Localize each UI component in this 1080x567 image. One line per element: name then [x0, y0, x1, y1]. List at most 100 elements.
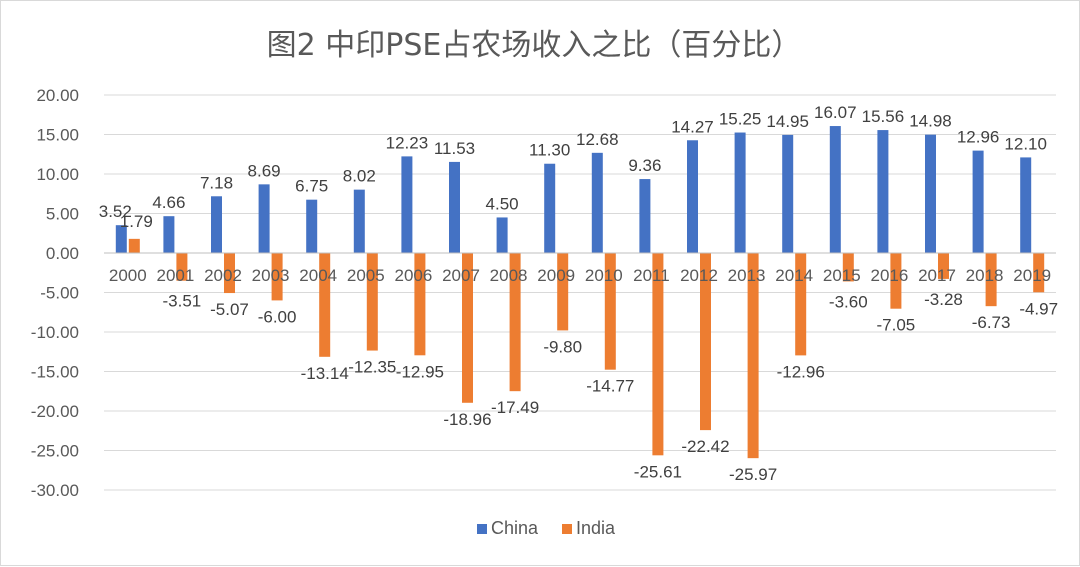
y-tick-label: -20.00 [31, 402, 79, 421]
india-bar-2007 [462, 253, 473, 403]
india-data-label: -3.51 [163, 292, 202, 311]
india-bar-2005 [366, 253, 378, 351]
china-bar-2014 [782, 134, 794, 253]
china-bar-2000 [115, 225, 127, 253]
india-data-label: -25.97 [729, 465, 777, 484]
china-data-label: 3.52 [99, 202, 132, 221]
india-data-label: -13.14 [301, 364, 349, 383]
x-tick-label: 2010 [585, 266, 623, 285]
x-tick-label: 2001 [156, 266, 194, 285]
x-tick-label: 2015 [823, 266, 861, 285]
china-data-label: 12.23 [386, 133, 429, 152]
china-data-label: 4.66 [152, 193, 185, 212]
y-tick-label: 10.00 [36, 165, 79, 184]
x-tick-label: 2013 [728, 266, 766, 285]
china-data-label: 7.18 [200, 173, 233, 192]
y-tick-label: -10.00 [31, 323, 79, 342]
x-tick-label: 2006 [394, 266, 432, 285]
india-data-label: -6.73 [972, 313, 1011, 332]
china-bar-2019 [1020, 157, 1032, 253]
china-bar-2010 [591, 152, 603, 253]
india-data-label: -22.42 [681, 437, 729, 456]
x-axis-ticks: 2000 2001 2002 2003 2004 2005 2006 2007 2008 2009… [109, 266, 1051, 285]
y-tick-label: -25.00 [31, 442, 79, 461]
india-bar-2011 [652, 253, 664, 456]
china-bar-2018 [972, 150, 984, 253]
china-data-label: 14.27 [671, 117, 714, 136]
x-tick-label: 2004 [299, 266, 337, 285]
china-bar-2012 [687, 140, 698, 253]
india-bar-2016 [890, 253, 902, 309]
china-bar-2009 [544, 163, 556, 253]
y-tick-label: 5.00 [46, 205, 79, 224]
china-data-label: 6.75 [295, 177, 328, 196]
china-data-label: 15.25 [719, 110, 762, 129]
y-tick-label: 15.00 [36, 126, 79, 145]
india-bar-2012 [700, 253, 711, 431]
y-tick-label: -30.00 [31, 481, 79, 500]
china-bar-2013 [734, 132, 746, 253]
china-bar-2003 [258, 184, 270, 253]
x-tick-label: 2012 [680, 266, 718, 285]
y-tick-label: 0.00 [46, 244, 79, 263]
india-bar-2019 [1033, 253, 1045, 293]
china-bar-2002 [211, 196, 222, 253]
china-bar-2015 [829, 126, 841, 253]
china-bar-2008 [496, 217, 508, 253]
x-tick-label: 2007 [442, 266, 480, 285]
x-tick-label: 2019 [1013, 266, 1051, 285]
x-tick-label: 2016 [870, 266, 908, 285]
china-data-label: 16.07 [814, 103, 857, 122]
china-bar-2004 [306, 199, 318, 253]
china-data-label: 15.56 [862, 107, 905, 126]
x-tick-label: 2002 [204, 266, 242, 285]
india-data-label: -12.35 [348, 358, 396, 377]
india-data-label: -6.00 [258, 307, 297, 326]
india-data-label: -25.61 [634, 462, 682, 481]
x-tick-label: 2011 [633, 266, 670, 285]
china-bar-2011 [639, 179, 651, 253]
india-bar-2000 [128, 238, 140, 253]
china-data-label: 9.36 [628, 156, 661, 175]
bars [115, 126, 1045, 459]
india-data-label: -3.60 [829, 292, 868, 311]
x-tick-label: 2017 [918, 266, 956, 285]
x-tick-label: 2005 [347, 266, 385, 285]
india-bar-2014 [795, 253, 807, 356]
india-data-label: -18.96 [443, 410, 491, 429]
y-tick-label: -5.00 [40, 284, 79, 303]
india-bar-2002 [224, 253, 235, 294]
china-data-label: 14.95 [766, 112, 809, 131]
x-tick-label: 2003 [252, 266, 290, 285]
china-bar-2001 [163, 216, 175, 253]
india-bar-2008 [509, 253, 521, 392]
india-bar-2003 [271, 253, 283, 301]
x-tick-label: 2000 [109, 266, 147, 285]
data-labels: 3.521.794.66 -3.51 7.18 -5.07 8.69 -6.00 6.75 -… [99, 103, 1058, 484]
legend: China India [477, 518, 616, 538]
india-data-label: -9.80 [543, 337, 582, 356]
china-data-label: 14.98 [909, 112, 952, 131]
india-bar-2006 [414, 253, 426, 356]
china-legend-swatch [477, 524, 487, 534]
china-bar-2017 [925, 134, 936, 253]
china-bar-2007 [449, 161, 460, 253]
india-data-label: -14.77 [586, 377, 634, 396]
x-tick-label: 2018 [966, 266, 1004, 285]
china-bar-2006 [401, 156, 413, 253]
india-legend-label: India [576, 518, 616, 538]
india-data-label: -12.95 [396, 362, 444, 381]
india-bar-2004 [319, 253, 331, 357]
china-data-label: 11.30 [529, 141, 570, 160]
india-data-label: -4.97 [1019, 299, 1058, 318]
china-legend-label: China [491, 518, 539, 538]
india-bar-2013 [747, 253, 759, 459]
india-data-label: -7.05 [877, 316, 916, 335]
india-bar-2009 [557, 253, 569, 331]
india-data-label: -3.28 [924, 290, 963, 309]
india-bar-2015 [842, 253, 854, 282]
x-tick-label: 2008 [490, 266, 528, 285]
china-data-label: 4.50 [486, 194, 519, 213]
x-tick-label: 2009 [537, 266, 575, 285]
